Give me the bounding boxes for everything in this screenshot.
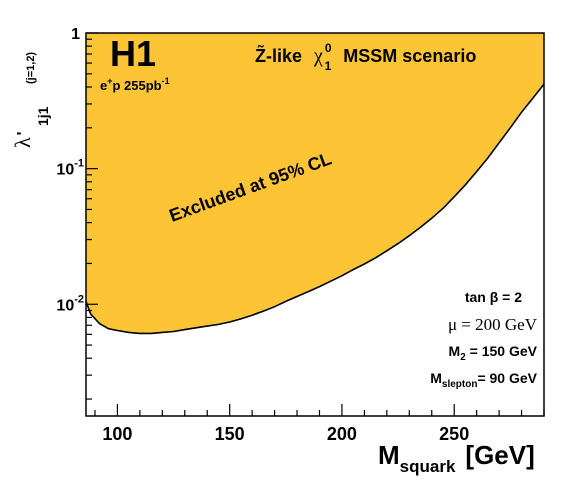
param-mu: μ = 200 GeV: [448, 315, 538, 334]
y-tick-label: 1: [71, 26, 80, 43]
x-tick-label: 150: [215, 424, 245, 444]
exclusion-curve: [85, 83, 545, 335]
brand-label: H1: [110, 33, 156, 74]
x-axis-label: Msquark [GeV]: [378, 440, 535, 476]
param-m2: M2 = 150 GeV: [449, 343, 538, 363]
plot-frame: [85, 32, 545, 417]
svg-text:1j1: 1j1: [35, 106, 51, 126]
y-tick-label: 10-1: [56, 158, 84, 179]
x-tick-label: 250: [439, 424, 469, 444]
param-tan-beta: tan β = 2: [465, 289, 522, 305]
x-axis-ticks: [94, 404, 545, 416]
data-sample-label: e+p 255pb-1: [100, 76, 170, 93]
x-axis-tick-labels: 100 150 200 250: [102, 424, 469, 444]
y-tick-label: 10-2: [56, 293, 84, 314]
scenario-label: Z̃-like χ 0 1 MSSM scenario: [255, 41, 476, 73]
y-axis-label: λ' 1j1 (j=1,2): [10, 52, 51, 148]
svg-text:(j=1,2): (j=1,2): [25, 52, 37, 84]
parameters: tan β = 2 μ = 200 GeV M2 = 150 GeV Mslep…: [430, 289, 537, 390]
plot-area: 100 150 200 250 1 10-1 10-2: [56, 26, 545, 444]
x-tick-label: 100: [102, 424, 132, 444]
svg-text:λ': λ': [10, 132, 35, 148]
x-tick-label: 200: [327, 424, 357, 444]
excluded-region: [86, 33, 544, 334]
y-axis-ticks: [86, 32, 98, 400]
param-mslepton: Mslepton= 90 GeV: [430, 370, 537, 390]
y-axis-tick-labels: 1 10-1 10-2: [56, 26, 84, 314]
